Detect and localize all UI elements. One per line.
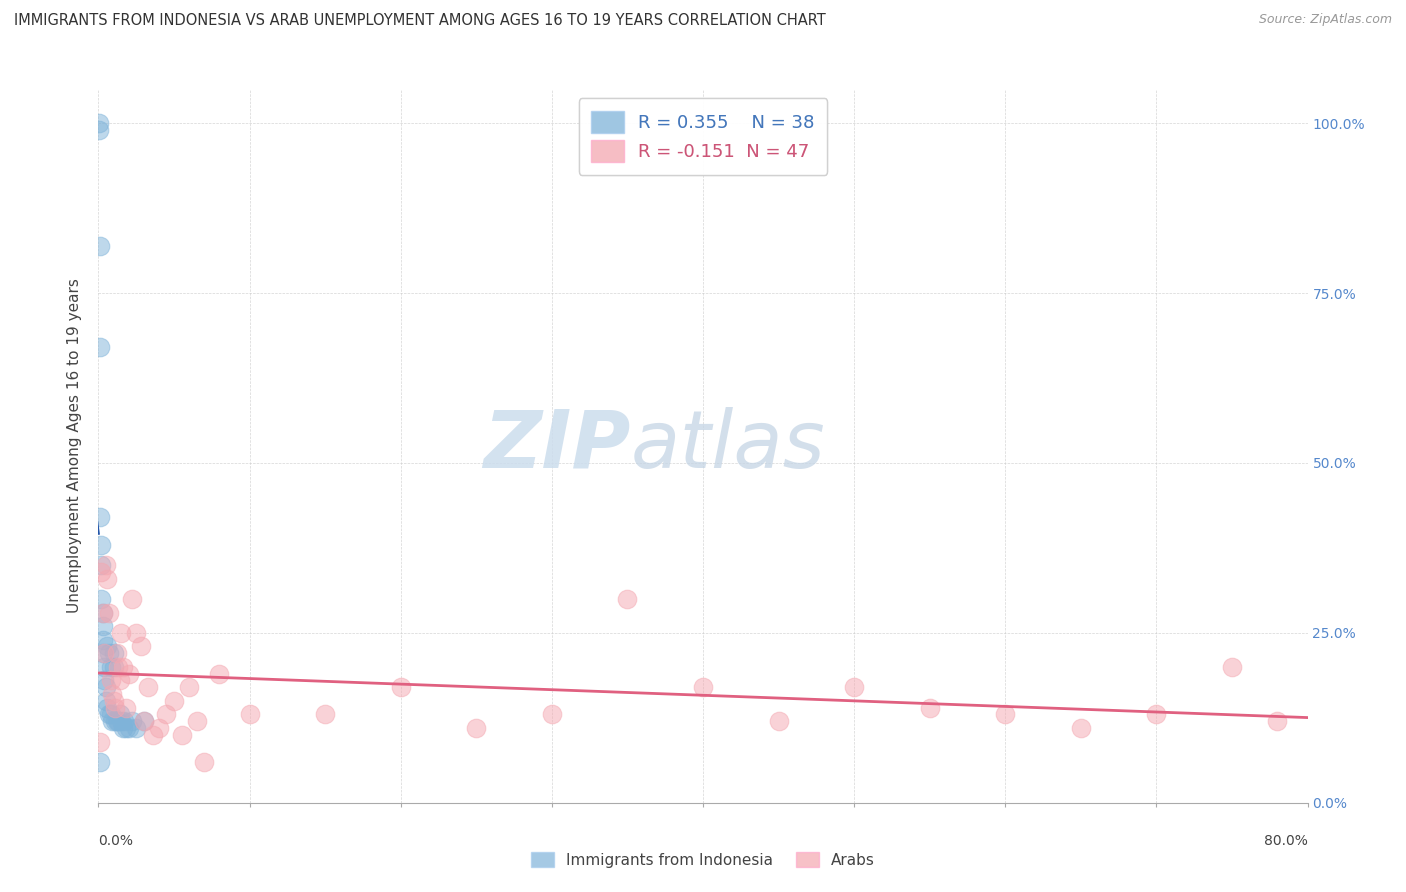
Point	[179, 680, 201, 694]
Point	[103, 660, 125, 674]
Point	[186, 714, 208, 729]
Point	[540, 707, 562, 722]
Point	[107, 714, 129, 729]
Point	[125, 626, 148, 640]
Point	[93, 673, 115, 688]
Text: atlas: atlas	[630, 407, 825, 485]
Point	[89, 123, 111, 137]
Point	[389, 680, 412, 694]
Text: Source: ZipAtlas.com: Source: ZipAtlas.com	[1258, 13, 1392, 27]
Point	[239, 707, 262, 722]
Point	[91, 606, 114, 620]
Point	[768, 714, 790, 729]
Point	[104, 700, 127, 714]
Point	[94, 680, 117, 694]
Point	[110, 626, 132, 640]
Point	[1220, 660, 1243, 674]
Text: 80.0%: 80.0%	[1264, 834, 1308, 848]
Point	[90, 565, 112, 579]
Point	[100, 673, 122, 688]
Point	[89, 510, 111, 524]
Point	[1144, 707, 1167, 722]
Text: IMMIGRANTS FROM INDONESIA VS ARAB UNEMPLOYMENT AMONG AGES 16 TO 19 YEARS CORRELA: IMMIGRANTS FROM INDONESIA VS ARAB UNEMPL…	[14, 13, 825, 29]
Point	[93, 660, 115, 674]
Point	[96, 700, 118, 714]
Point	[98, 606, 121, 620]
Point	[90, 591, 112, 606]
Point	[121, 591, 143, 606]
Point	[111, 721, 134, 735]
Point	[132, 714, 155, 729]
Point	[89, 341, 111, 355]
Point	[136, 680, 159, 694]
Point	[89, 755, 111, 769]
Point	[118, 721, 141, 735]
Point	[616, 591, 638, 606]
Point	[98, 707, 121, 722]
Point	[1267, 714, 1289, 729]
Point	[110, 714, 132, 729]
Point	[692, 680, 714, 694]
Point	[465, 721, 488, 735]
Point	[112, 714, 135, 729]
Point	[208, 666, 231, 681]
Point	[93, 646, 115, 660]
Y-axis label: Unemployment Among Ages 16 to 19 years: Unemployment Among Ages 16 to 19 years	[67, 278, 83, 614]
Point	[918, 700, 941, 714]
Point	[89, 734, 111, 748]
Point	[108, 707, 131, 722]
Point	[101, 687, 124, 701]
Point	[155, 707, 177, 722]
Point	[90, 537, 112, 551]
Point	[96, 572, 118, 586]
Point	[89, 238, 111, 252]
Point	[101, 714, 124, 729]
Point	[314, 707, 336, 722]
Point	[91, 619, 114, 633]
Point	[94, 558, 117, 572]
Point	[132, 714, 155, 729]
Point	[91, 632, 114, 647]
Point	[91, 606, 114, 620]
Point	[96, 640, 118, 654]
Point	[125, 721, 148, 735]
Point	[103, 694, 125, 708]
Point	[142, 728, 165, 742]
Point	[1070, 721, 1092, 735]
Point	[111, 660, 134, 674]
Point	[100, 707, 122, 722]
Point	[129, 640, 152, 654]
Point	[994, 707, 1017, 722]
Point	[844, 680, 866, 694]
Point	[114, 700, 136, 714]
Point	[105, 714, 128, 729]
Legend: Immigrants from Indonesia, Arabs: Immigrants from Indonesia, Arabs	[523, 844, 883, 875]
Point	[105, 646, 128, 660]
Point	[163, 694, 186, 708]
Point	[121, 714, 143, 729]
Point	[193, 755, 215, 769]
Point	[90, 558, 112, 572]
Point	[103, 646, 125, 660]
Point	[170, 728, 193, 742]
Point	[94, 694, 117, 708]
Point	[100, 660, 122, 674]
Point	[114, 721, 136, 735]
Text: 0.0%: 0.0%	[98, 834, 134, 848]
Point	[118, 666, 141, 681]
Point	[108, 673, 131, 688]
Point	[89, 116, 111, 130]
Point	[148, 721, 170, 735]
Legend: R = 0.355    N = 38, R = -0.151  N = 47: R = 0.355 N = 38, R = -0.151 N = 47	[579, 98, 827, 175]
Text: ZIP: ZIP	[484, 407, 630, 485]
Point	[104, 714, 127, 729]
Point	[98, 646, 121, 660]
Point	[107, 660, 129, 674]
Point	[91, 646, 114, 660]
